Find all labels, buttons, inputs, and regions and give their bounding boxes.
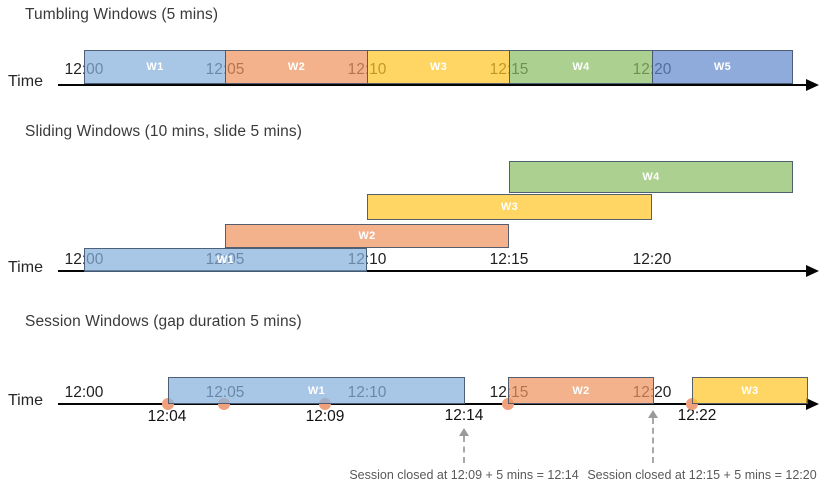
session-window-w1: W1: [168, 377, 465, 404]
session-timeline-axis: [58, 403, 808, 405]
window-label: W2: [358, 230, 376, 242]
annotation-arrow-up-icon: [648, 410, 658, 463]
window-label: W4: [642, 171, 660, 183]
sliding-axis-arrowhead-icon: [806, 265, 819, 277]
tumbling-window-w3: W3: [367, 50, 510, 84]
session-window-w2: W2: [508, 377, 654, 404]
window-label: W1: [216, 254, 235, 266]
tumbling-timeline-axis: [58, 84, 808, 86]
sliding-axis-label: Time: [8, 259, 43, 276]
session-axis-label: Time: [8, 392, 43, 409]
window-label: W4: [572, 61, 590, 73]
arrow-head: [459, 428, 469, 436]
event-time-label: 12:22: [677, 407, 717, 424]
sliding-window-w2: W2: [225, 224, 509, 248]
tumbling-window-w2: W2: [225, 50, 368, 84]
tumbling-section-title: Tumbling Windows (5 mins): [25, 6, 219, 23]
session-closed-annotation: Session closed at 12:15 + 5 mins = 12:20: [587, 468, 817, 482]
session-section-title: Session Windows (gap duration 5 mins): [25, 313, 302, 330]
session-axis-arrowhead-icon: [806, 398, 819, 410]
tumbling-window-w4: W4: [509, 50, 653, 84]
sliding-section-title: Sliding Windows (10 mins, slide 5 mins): [25, 123, 302, 140]
window-label: W2: [572, 384, 590, 397]
window-label: W2: [287, 61, 306, 73]
window-label: W3: [500, 201, 519, 213]
window-label: W3: [741, 384, 759, 397]
sliding-tick: 12:15: [489, 251, 529, 268]
window-label: W1: [307, 384, 326, 397]
session-closed-annotation: Session closed at 12:09 + 5 mins = 12:14: [349, 468, 579, 482]
sliding-tick: 12:20: [632, 251, 672, 268]
event-time-label: 12:14: [444, 407, 484, 424]
tumbling-axis-arrowhead-icon: [806, 79, 819, 91]
session-tick: 12:00: [64, 384, 104, 401]
sliding-window-w3: W3: [367, 194, 652, 220]
tumbling-axis-label: Time: [8, 73, 43, 90]
sliding-window-w4: W4: [509, 161, 793, 193]
arrow-shaft: [463, 436, 465, 463]
window-label: W1: [146, 61, 164, 73]
tumbling-window-w5: W5: [652, 50, 793, 84]
window-label: W3: [429, 61, 448, 73]
window-label: W5: [713, 61, 732, 73]
event-time-label: 12:09: [305, 408, 345, 425]
tumbling-window-w1: W1: [84, 50, 226, 84]
arrow-shaft: [652, 418, 654, 463]
event-time-label: 12:04: [147, 408, 187, 425]
session-window-w3: W3: [692, 377, 808, 404]
sliding-window-w1: W1: [84, 248, 367, 272]
annotation-arrow-up-icon: [459, 428, 469, 463]
arrow-head: [648, 410, 658, 418]
sliding-timeline-axis: [58, 270, 808, 272]
